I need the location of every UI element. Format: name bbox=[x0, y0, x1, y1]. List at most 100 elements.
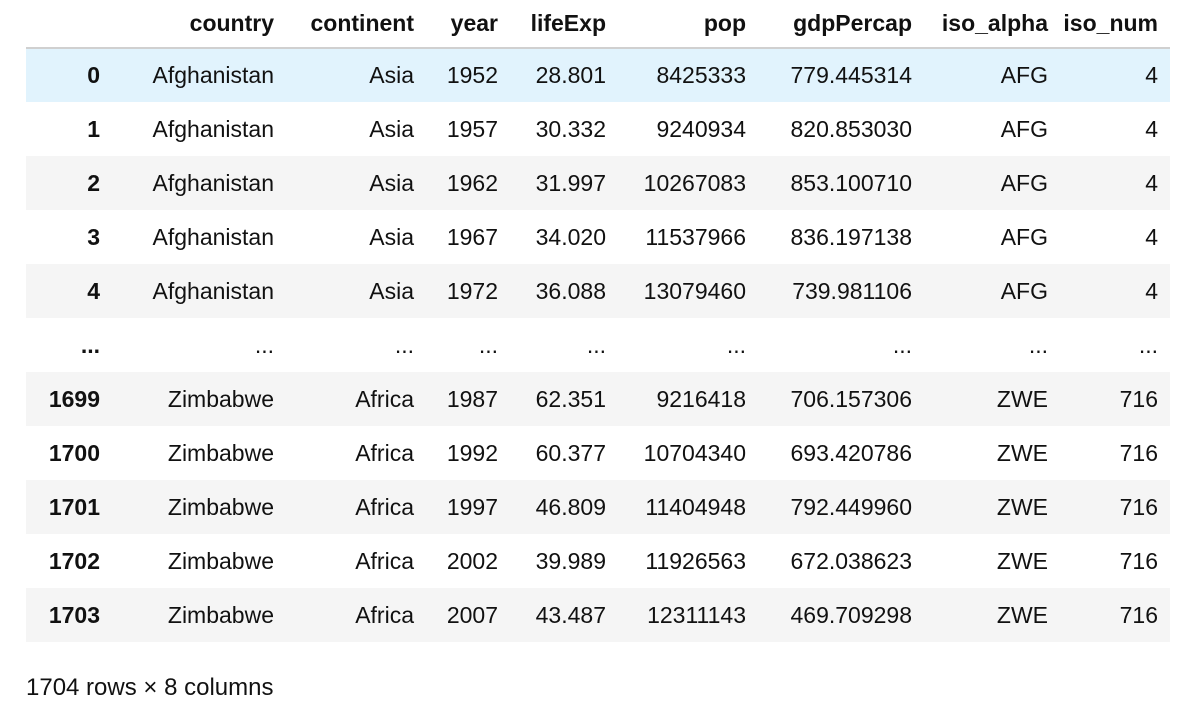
cell-country: Zimbabwe bbox=[167, 439, 274, 466]
cell-country: Afghanistan bbox=[152, 169, 274, 196]
cell-iso-alpha: AFG bbox=[1000, 169, 1048, 196]
cell-country: Zimbabwe bbox=[167, 493, 274, 520]
cell-pop: 12311143 bbox=[647, 601, 746, 628]
column-header-country: country bbox=[112, 0, 286, 49]
cell-continent: Africa bbox=[355, 493, 414, 520]
table-row[interactable]: 1699 Zimbabwe Africa 1987 62.351 9216418 706.1… bbox=[26, 372, 1170, 426]
cell-iso-num: 4 bbox=[1145, 62, 1158, 88]
cell-lifeexp: 62.351 bbox=[535, 385, 606, 412]
cell-continent: Africa bbox=[355, 439, 414, 466]
cell-lifeexp: 36.088 bbox=[535, 277, 606, 304]
cell-continent: Africa bbox=[355, 547, 414, 574]
cell-pop: 8425333 bbox=[656, 62, 746, 88]
row-index: 3 bbox=[87, 223, 100, 250]
cell-year: 1992 bbox=[446, 439, 498, 466]
cell-pop: 11404948 bbox=[645, 493, 746, 520]
cell-iso-alpha: ... bbox=[1028, 331, 1048, 358]
row-index: 1703 bbox=[48, 601, 100, 628]
cell-country: ... bbox=[254, 331, 274, 358]
cell-continent: Africa bbox=[355, 385, 414, 412]
column-header-year: year bbox=[426, 0, 510, 49]
cell-iso-num: 716 bbox=[1119, 601, 1158, 628]
cell-year: 1967 bbox=[446, 223, 498, 250]
cell-continent: Asia bbox=[369, 169, 414, 196]
cell-pop: 13079460 bbox=[643, 277, 746, 304]
cell-gdppercap: 792.449960 bbox=[790, 493, 912, 520]
cell-pop: 10704340 bbox=[643, 439, 746, 466]
cell-continent: Africa bbox=[355, 601, 414, 628]
cell-year: 2007 bbox=[446, 601, 498, 628]
table-row[interactable]: 3 Afghanistan Asia 1967 34.020 11537966 836.19… bbox=[26, 210, 1170, 264]
cell-gdppercap: 706.157306 bbox=[790, 385, 912, 412]
cell-lifeexp: 31.997 bbox=[535, 169, 606, 196]
cell-lifeexp: 60.377 bbox=[535, 439, 606, 466]
cell-iso-num: 716 bbox=[1119, 439, 1158, 466]
cell-gdppercap: ... bbox=[892, 331, 912, 358]
cell-iso-num: 716 bbox=[1119, 385, 1158, 412]
dataframe-table: country continent year lifeExp pop gdpPe… bbox=[26, 0, 1170, 642]
cell-year: 1972 bbox=[446, 277, 498, 304]
cell-country: Zimbabwe bbox=[167, 547, 274, 574]
row-index: ... bbox=[80, 331, 100, 358]
table-row[interactable]: 1703 Zimbabwe Africa 2007 43.487 12311143 469.… bbox=[26, 588, 1170, 642]
cell-pop: 10267083 bbox=[643, 169, 746, 196]
cell-lifeexp: 39.989 bbox=[535, 547, 606, 574]
column-header-iso-alpha: iso_alpha bbox=[924, 0, 1060, 49]
cell-gdppercap: 469.709298 bbox=[790, 601, 912, 628]
row-index: 1700 bbox=[48, 439, 100, 466]
table-row[interactable]: 4 Afghanistan Asia 1972 36.088 13079460 739.98… bbox=[26, 264, 1170, 318]
cell-lifeexp: 30.332 bbox=[535, 115, 606, 142]
cell-gdppercap: 820.853030 bbox=[790, 115, 912, 142]
column-header-gdppercap: gdpPercap bbox=[758, 0, 924, 49]
cell-gdppercap: 836.197138 bbox=[790, 223, 912, 250]
cell-iso-alpha: ZWE bbox=[996, 601, 1048, 628]
row-index: 4 bbox=[87, 277, 100, 304]
cell-iso-num: 4 bbox=[1145, 115, 1158, 142]
table-row[interactable]: ........................... bbox=[26, 318, 1170, 372]
table-row[interactable]: 1700 Zimbabwe Africa 1992 60.377 10704340 693.… bbox=[26, 426, 1170, 480]
cell-iso-alpha: ZWE bbox=[996, 493, 1048, 520]
row-index: 1702 bbox=[48, 547, 100, 574]
column-header-pop: pop bbox=[618, 0, 758, 49]
cell-iso-num: 4 bbox=[1145, 223, 1158, 250]
index-header bbox=[26, 0, 112, 49]
cell-lifeexp: 46.809 bbox=[535, 493, 606, 520]
cell-continent: Asia bbox=[369, 277, 414, 304]
row-index: 1699 bbox=[48, 385, 100, 412]
table-header-row: country continent year lifeExp pop gdpPe… bbox=[26, 0, 1170, 49]
cell-pop: ... bbox=[726, 331, 746, 358]
table-row[interactable]: 1701 Zimbabwe Africa 1997 46.809 11404948 792.… bbox=[26, 480, 1170, 534]
cell-iso-alpha: AFG bbox=[1000, 62, 1048, 88]
column-header-continent: continent bbox=[286, 0, 426, 49]
cell-pop: 9216418 bbox=[656, 385, 746, 412]
cell-iso-alpha: ZWE bbox=[996, 385, 1048, 412]
cell-year: 1952 bbox=[446, 62, 498, 88]
cell-country: Afghanistan bbox=[152, 62, 274, 88]
cell-gdppercap: 739.981106 bbox=[792, 277, 912, 304]
cell-gdppercap: 672.038623 bbox=[790, 547, 912, 574]
cell-year: 1957 bbox=[446, 115, 498, 142]
cell-iso-num: 716 bbox=[1119, 493, 1158, 520]
cell-country: Zimbabwe bbox=[167, 385, 274, 412]
cell-lifeexp: 43.487 bbox=[535, 601, 606, 628]
cell-continent: Asia bbox=[369, 115, 414, 142]
table-row[interactable]: 1 Afghanistan Asia 1957 30.332 9240934 820.853… bbox=[26, 102, 1170, 156]
cell-gdppercap: 693.420786 bbox=[790, 439, 912, 466]
dataframe-output: country continent year lifeExp pop gdpPe… bbox=[26, 0, 1170, 642]
table-row[interactable]: 0 Afghanistan Asia 1952 28.801 8425333 779.445… bbox=[26, 48, 1170, 102]
cell-lifeexp: 28.801 bbox=[535, 62, 606, 88]
cell-pop: 9240934 bbox=[656, 115, 746, 142]
cell-year: ... bbox=[478, 331, 498, 358]
cell-continent: Asia bbox=[369, 62, 414, 88]
cell-year: 1962 bbox=[446, 169, 498, 196]
cell-year: 1987 bbox=[446, 385, 498, 412]
column-header-iso-num: iso_num bbox=[1060, 0, 1170, 49]
table-row[interactable]: 2 Afghanistan Asia 1962 31.997 10267083 853.10… bbox=[26, 156, 1170, 210]
cell-iso-alpha: ZWE bbox=[996, 439, 1048, 466]
cell-country: Afghanistan bbox=[152, 115, 274, 142]
row-index: 2 bbox=[87, 169, 100, 196]
cell-pop: 11537966 bbox=[645, 223, 746, 250]
cell-iso-alpha: AFG bbox=[1000, 277, 1048, 304]
cell-year: 1997 bbox=[446, 493, 498, 520]
table-row[interactable]: 1702 Zimbabwe Africa 2002 39.989 11926563 672.… bbox=[26, 534, 1170, 588]
